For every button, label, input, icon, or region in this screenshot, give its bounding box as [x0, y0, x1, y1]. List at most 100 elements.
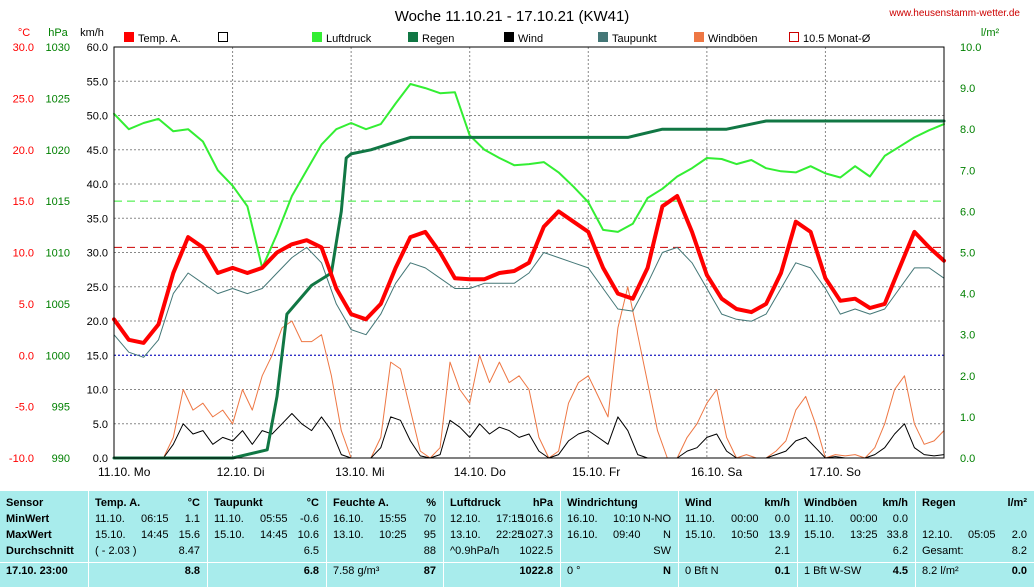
column-title: Luftdruck: [450, 497, 501, 509]
footer-separator: [561, 562, 679, 563]
cell-time: 05:55: [260, 513, 288, 525]
cell-date: 15.10.: [685, 529, 716, 541]
rain-unit-label: l/m²: [981, 27, 1000, 39]
cell-date: ^0.9hPa/h: [450, 545, 500, 557]
pressure-tick-label: 1025: [46, 93, 70, 105]
wind-tick-label: 35.0: [87, 213, 108, 225]
cell-date: 12.10.: [450, 513, 481, 525]
footer-detail: 7.58 g/m³: [333, 565, 380, 577]
temp-tick-label: -10.0: [9, 453, 34, 465]
legend-swatch: [598, 32, 608, 42]
cell-date: 16.10.: [567, 529, 598, 541]
temp-tick-label: 0.0: [19, 350, 34, 362]
column-unit: l/m²: [1007, 497, 1027, 509]
column-title: Feuchte A.: [333, 497, 389, 509]
column-title: Temp. A.: [95, 497, 141, 509]
footer-separator: [89, 562, 208, 563]
rain-tick-label: 3.0: [960, 330, 975, 342]
x-tick-label: 17.10. So: [809, 465, 861, 479]
legend-label: Luftdruck: [326, 33, 372, 45]
cell-date: 11.10.: [804, 513, 834, 525]
cell-time: 17:15: [496, 513, 524, 525]
column-unit: °C: [187, 497, 200, 509]
footer-value: 0.1: [774, 565, 790, 577]
pressure-tick-label: 995: [52, 402, 70, 414]
cell-value: N-NO: [642, 513, 671, 525]
cell-value: 33.8: [886, 529, 908, 541]
stats-column: Luftdruck hPa 12.10. 17:15 1016.6 13.10. 22:25…: [443, 491, 561, 587]
rain-tick-label: 8.0: [960, 124, 975, 136]
row-label: MinWert: [6, 513, 50, 525]
pressure-unit-label: hPa: [48, 27, 68, 39]
cell-value: 6.5: [303, 545, 319, 557]
website-label[interactable]: www.heusenstamm-wetter.de: [888, 8, 1020, 19]
cell-time: 00:00: [850, 513, 878, 525]
legend-swatch: [312, 32, 322, 42]
footer-detail: 1 Bft W-SW: [804, 565, 862, 577]
cell-date: 13.10.: [333, 529, 364, 541]
chart-title: Woche 11.10.21 - 17.10.21 (KW41): [395, 8, 630, 25]
legend-swatch: [218, 32, 228, 42]
cell-value: 1022.5: [519, 545, 553, 557]
footer-value: N: [663, 565, 671, 577]
cell-time: 22:25: [496, 529, 524, 541]
reference-lines: [114, 200, 944, 356]
wind-tick-label: 5.0: [93, 419, 108, 431]
x-tick-label: 15.10. Fr: [572, 465, 620, 479]
column-title: Sensor: [6, 497, 44, 509]
x-tick-label: 12.10. Di: [217, 465, 265, 479]
legend-label: 10.5 Monat-Ø: [803, 33, 871, 45]
x-tick-label: 14.10. Do: [454, 465, 506, 479]
footer-value: 4.5: [892, 565, 908, 577]
cell-value: 13.9: [768, 529, 790, 541]
footer-separator: [208, 562, 327, 563]
legend-label: Temp. A.: [138, 33, 181, 45]
stats-column: Feuchte A.% 16.10. 15:55 70 13.10. 10:25 95 88 7…: [326, 491, 444, 587]
weather-chart: Woche 11.10.21 - 17.10.21 (KW41) www.heu…: [8, 8, 1021, 479]
cell-time: 05:05: [968, 529, 996, 541]
rain-tick-label: 0.0: [960, 453, 975, 465]
stats-column: Regen l/m² 12.10. 05:05 2.0 Gesamt: 8.2 8.2 l/m…: [915, 491, 1034, 587]
series-wind: [113, 413, 945, 459]
legend-label: Windböen: [708, 33, 758, 45]
pressure-tick-label: 1010: [46, 248, 70, 260]
cell-time: 14:45: [260, 529, 288, 541]
stats-column: Windrichtung 16.10. 10:10 N-NO 16.10. 09:40 N S…: [560, 491, 679, 587]
stats-column: Wind km/h 11.10. 00:00 0.0 15.10. 10:50 13.9 2.1…: [678, 491, 798, 587]
column-title: Taupunkt: [214, 497, 263, 509]
footer-separator: [0, 562, 88, 563]
wind-tick-label: 25.0: [87, 282, 108, 294]
cell-date: 11.10.: [214, 513, 244, 525]
legend: Temp. A. Luftdruck Regen Wind Taupunkt Windbö…: [124, 32, 871, 45]
wind-tick-label: 45.0: [87, 145, 108, 157]
pressure-tick-label: 990: [52, 453, 70, 465]
pressure-tick-label: 1015: [46, 196, 70, 208]
cell-date: 16.10.: [333, 513, 364, 525]
series-taupunkt: [113, 246, 945, 358]
rain-tick-label: 4.0: [960, 289, 975, 301]
series-luftdruck: [113, 83, 945, 269]
footer-separator: [444, 562, 561, 563]
column-title: Wind: [685, 497, 712, 509]
pressure-tick-label: 1020: [46, 145, 70, 157]
wind-tick-label: 55.0: [87, 76, 108, 88]
footer-detail: 0 °: [567, 565, 581, 577]
stats-column: Temp. A. °C 11.10. 06:15 1.1 15.10. 14:45 15.6 (…: [88, 491, 208, 587]
column-unit: km/h: [764, 497, 790, 509]
legend-swatch: [504, 32, 514, 42]
temp-tick-label: -5.0: [15, 402, 34, 414]
footer-separator: [327, 562, 444, 563]
cell-value: 0.0: [774, 513, 790, 525]
cell-date: 11.10.: [95, 513, 125, 525]
column-title: Windböen: [804, 497, 858, 509]
pressure-tick-label: 1000: [46, 350, 70, 362]
wind-tick-label: 15.0: [87, 350, 108, 362]
column-unit: °C: [306, 497, 319, 509]
cell-time: 09:40: [613, 529, 641, 541]
cell-value: -0.6: [300, 513, 319, 525]
rain-tick-label: 7.0: [960, 165, 975, 177]
cell-time: 00:00: [731, 513, 759, 525]
cell-value: 8.47: [178, 545, 200, 557]
cell-value: 6.2: [892, 545, 908, 557]
pressure-tick-label: 1030: [46, 42, 70, 54]
